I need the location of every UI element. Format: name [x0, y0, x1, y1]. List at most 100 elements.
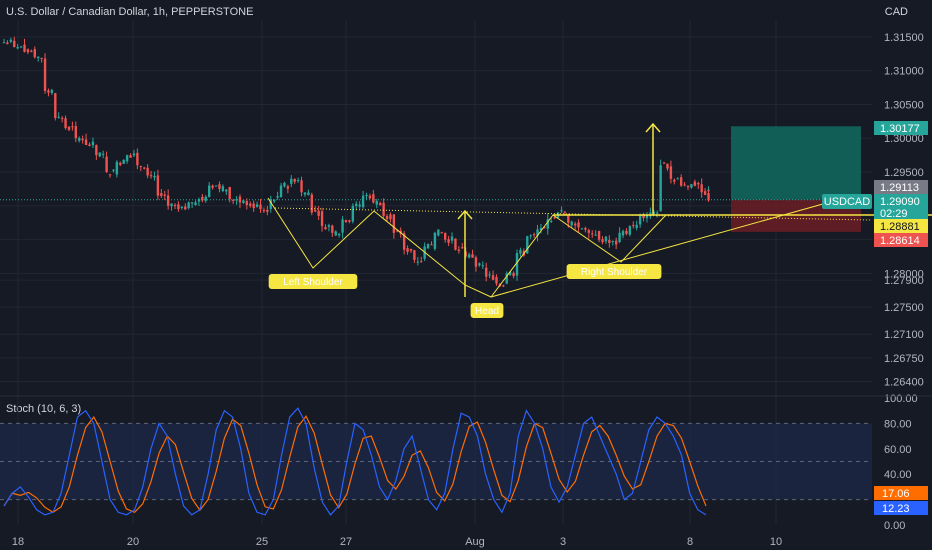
candle-body	[406, 248, 409, 252]
candle-body	[245, 201, 249, 205]
candle-body	[385, 215, 389, 220]
candle-body	[204, 196, 207, 201]
candle-body	[433, 232, 437, 249]
candle-body	[426, 244, 430, 249]
candle-body	[502, 285, 505, 287]
candle-body	[119, 162, 122, 165]
candle-body	[139, 166, 142, 168]
candle-body	[300, 180, 303, 193]
price-axis: 18 20 25 27 Aug 3 8 10 1.31500 1.31000 1.30500 1.30…	[0, 32, 932, 548]
candle-body	[673, 179, 676, 182]
candle-body	[115, 161, 119, 175]
candle-body	[98, 152, 101, 157]
candle-body	[679, 177, 683, 186]
candle-body	[512, 272, 515, 277]
stoch-tick-label: 100.00	[884, 393, 918, 405]
candle-body	[471, 254, 474, 258]
candle-body	[201, 196, 204, 201]
stoch-tick-label: 80.00	[884, 418, 912, 430]
candle-body	[580, 228, 584, 230]
candle-body	[88, 144, 91, 146]
candle-body	[409, 249, 413, 251]
candle-body	[344, 220, 348, 223]
price-tick-label: 1.28000	[884, 268, 924, 280]
price-tag-bg	[874, 233, 928, 247]
candle-body	[84, 139, 88, 145]
candle-body	[307, 192, 310, 195]
candle-body	[33, 49, 36, 58]
candle-body	[37, 56, 40, 59]
price-tag-bg	[874, 180, 928, 194]
candle-body	[334, 231, 337, 236]
stoch-tick-label: 40.00	[884, 469, 912, 481]
risk-reward-zones	[0, 126, 872, 232]
candle-body	[601, 239, 604, 243]
target-arrow-head	[645, 122, 661, 133]
candle-body	[50, 89, 54, 93]
candle-body	[197, 199, 201, 202]
candle-body	[478, 263, 481, 266]
candle-body	[259, 204, 262, 210]
candle-body	[331, 225, 334, 233]
candle-body	[457, 249, 461, 251]
pattern-label: Head	[475, 306, 499, 317]
candle-body	[632, 224, 635, 226]
price-tag: 1.28881	[880, 221, 920, 233]
candle-body	[519, 250, 522, 254]
candle-body	[454, 238, 457, 250]
symbol-tag-bg	[822, 194, 872, 209]
candle-body	[686, 186, 690, 188]
candle-body	[211, 185, 214, 188]
candle-body	[30, 50, 33, 52]
candle-body	[495, 276, 498, 284]
price-tick-label: 1.27900	[884, 275, 924, 287]
candle-body	[430, 244, 433, 246]
pattern-label-bg	[268, 274, 358, 289]
candle-body	[485, 267, 488, 277]
candle-body	[341, 219, 344, 233]
candle-body	[638, 215, 642, 225]
candle-body	[320, 211, 324, 227]
candle-body	[676, 178, 679, 180]
candle-body	[440, 232, 443, 234]
candle-body	[621, 231, 625, 236]
candle-body	[337, 234, 341, 236]
candle-body	[529, 235, 532, 237]
candle-body	[683, 184, 686, 186]
price-tick-label: 1.30500	[884, 99, 924, 111]
candle-body	[303, 192, 307, 195]
candle-body	[532, 234, 536, 236]
candle-body	[594, 234, 597, 236]
x-tick-label: 18	[12, 536, 24, 548]
candle-body	[317, 210, 320, 216]
candle-body	[474, 257, 478, 267]
x-tick-label: 27	[340, 536, 352, 548]
price-tag-bg	[874, 219, 928, 233]
candle-body	[508, 272, 512, 276]
candle-body	[597, 231, 601, 240]
candle-body	[443, 232, 447, 240]
candle-body	[361, 195, 365, 208]
candle-body	[543, 226, 546, 229]
candle-body	[563, 211, 567, 213]
pattern-zigzag	[267, 197, 667, 298]
candle-body	[669, 166, 673, 179]
candle-body	[235, 199, 238, 201]
candle-body	[526, 236, 529, 254]
candle-body	[101, 153, 105, 155]
candle-body	[125, 155, 129, 162]
candle-body	[156, 175, 160, 196]
candle-body	[608, 240, 611, 243]
stoch-indicator-label[interactable]: Stoch (10, 6, 3)	[6, 403, 82, 415]
stoch-tick-label: 60.00	[884, 444, 912, 456]
candle-body	[604, 236, 608, 242]
price-tag: 02:29	[880, 208, 908, 220]
candle-body	[707, 193, 710, 201]
x-tick-label: 3	[560, 536, 566, 548]
candle-body	[153, 175, 156, 178]
candle-body	[108, 174, 112, 176]
candle-body	[635, 224, 638, 229]
candle-body	[703, 191, 707, 195]
candle-body	[611, 240, 614, 242]
